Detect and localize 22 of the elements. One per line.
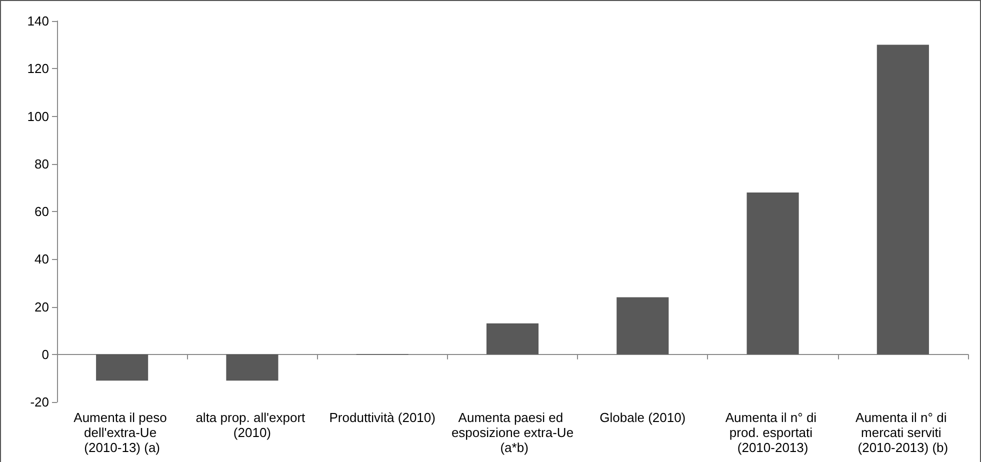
y-tick-label: -20	[30, 394, 49, 410]
y-tick-label: 140	[27, 14, 49, 28]
y-tick-label: 0	[42, 346, 49, 362]
bar	[486, 323, 539, 354]
x-tick-label: Aumenta paesi ed esposizione extra-Ue (a*b)	[451, 410, 574, 455]
y-tick-label: 60	[34, 204, 49, 219]
y-tick-label: 120	[27, 61, 49, 76]
y-tick-label: 100	[27, 108, 49, 124]
bar	[876, 44, 929, 354]
x-tick-label: Aumenta il n° di mercati serviti (2010-2013) (b)	[856, 410, 950, 455]
x-tick-label: Aumenta il peso dell'extra-Ue (2010-13) (a)	[74, 410, 170, 455]
bar	[746, 192, 799, 354]
x-tick-label: alta prop. all'export (2010)	[196, 410, 309, 440]
x-tick-label: Globale (2010)	[600, 410, 686, 425]
bar	[96, 354, 148, 381]
y-tick-label: 20	[34, 299, 49, 314]
x-tick-label: Aumenta il n° di prod. esportati (2010-2013)	[725, 410, 820, 455]
x-tick-label: Produttività (2010)	[329, 410, 436, 425]
y-tick-label: 40	[34, 252, 49, 267]
y-tick-label: 80	[34, 156, 49, 172]
bar	[616, 297, 669, 354]
bar	[226, 354, 278, 381]
